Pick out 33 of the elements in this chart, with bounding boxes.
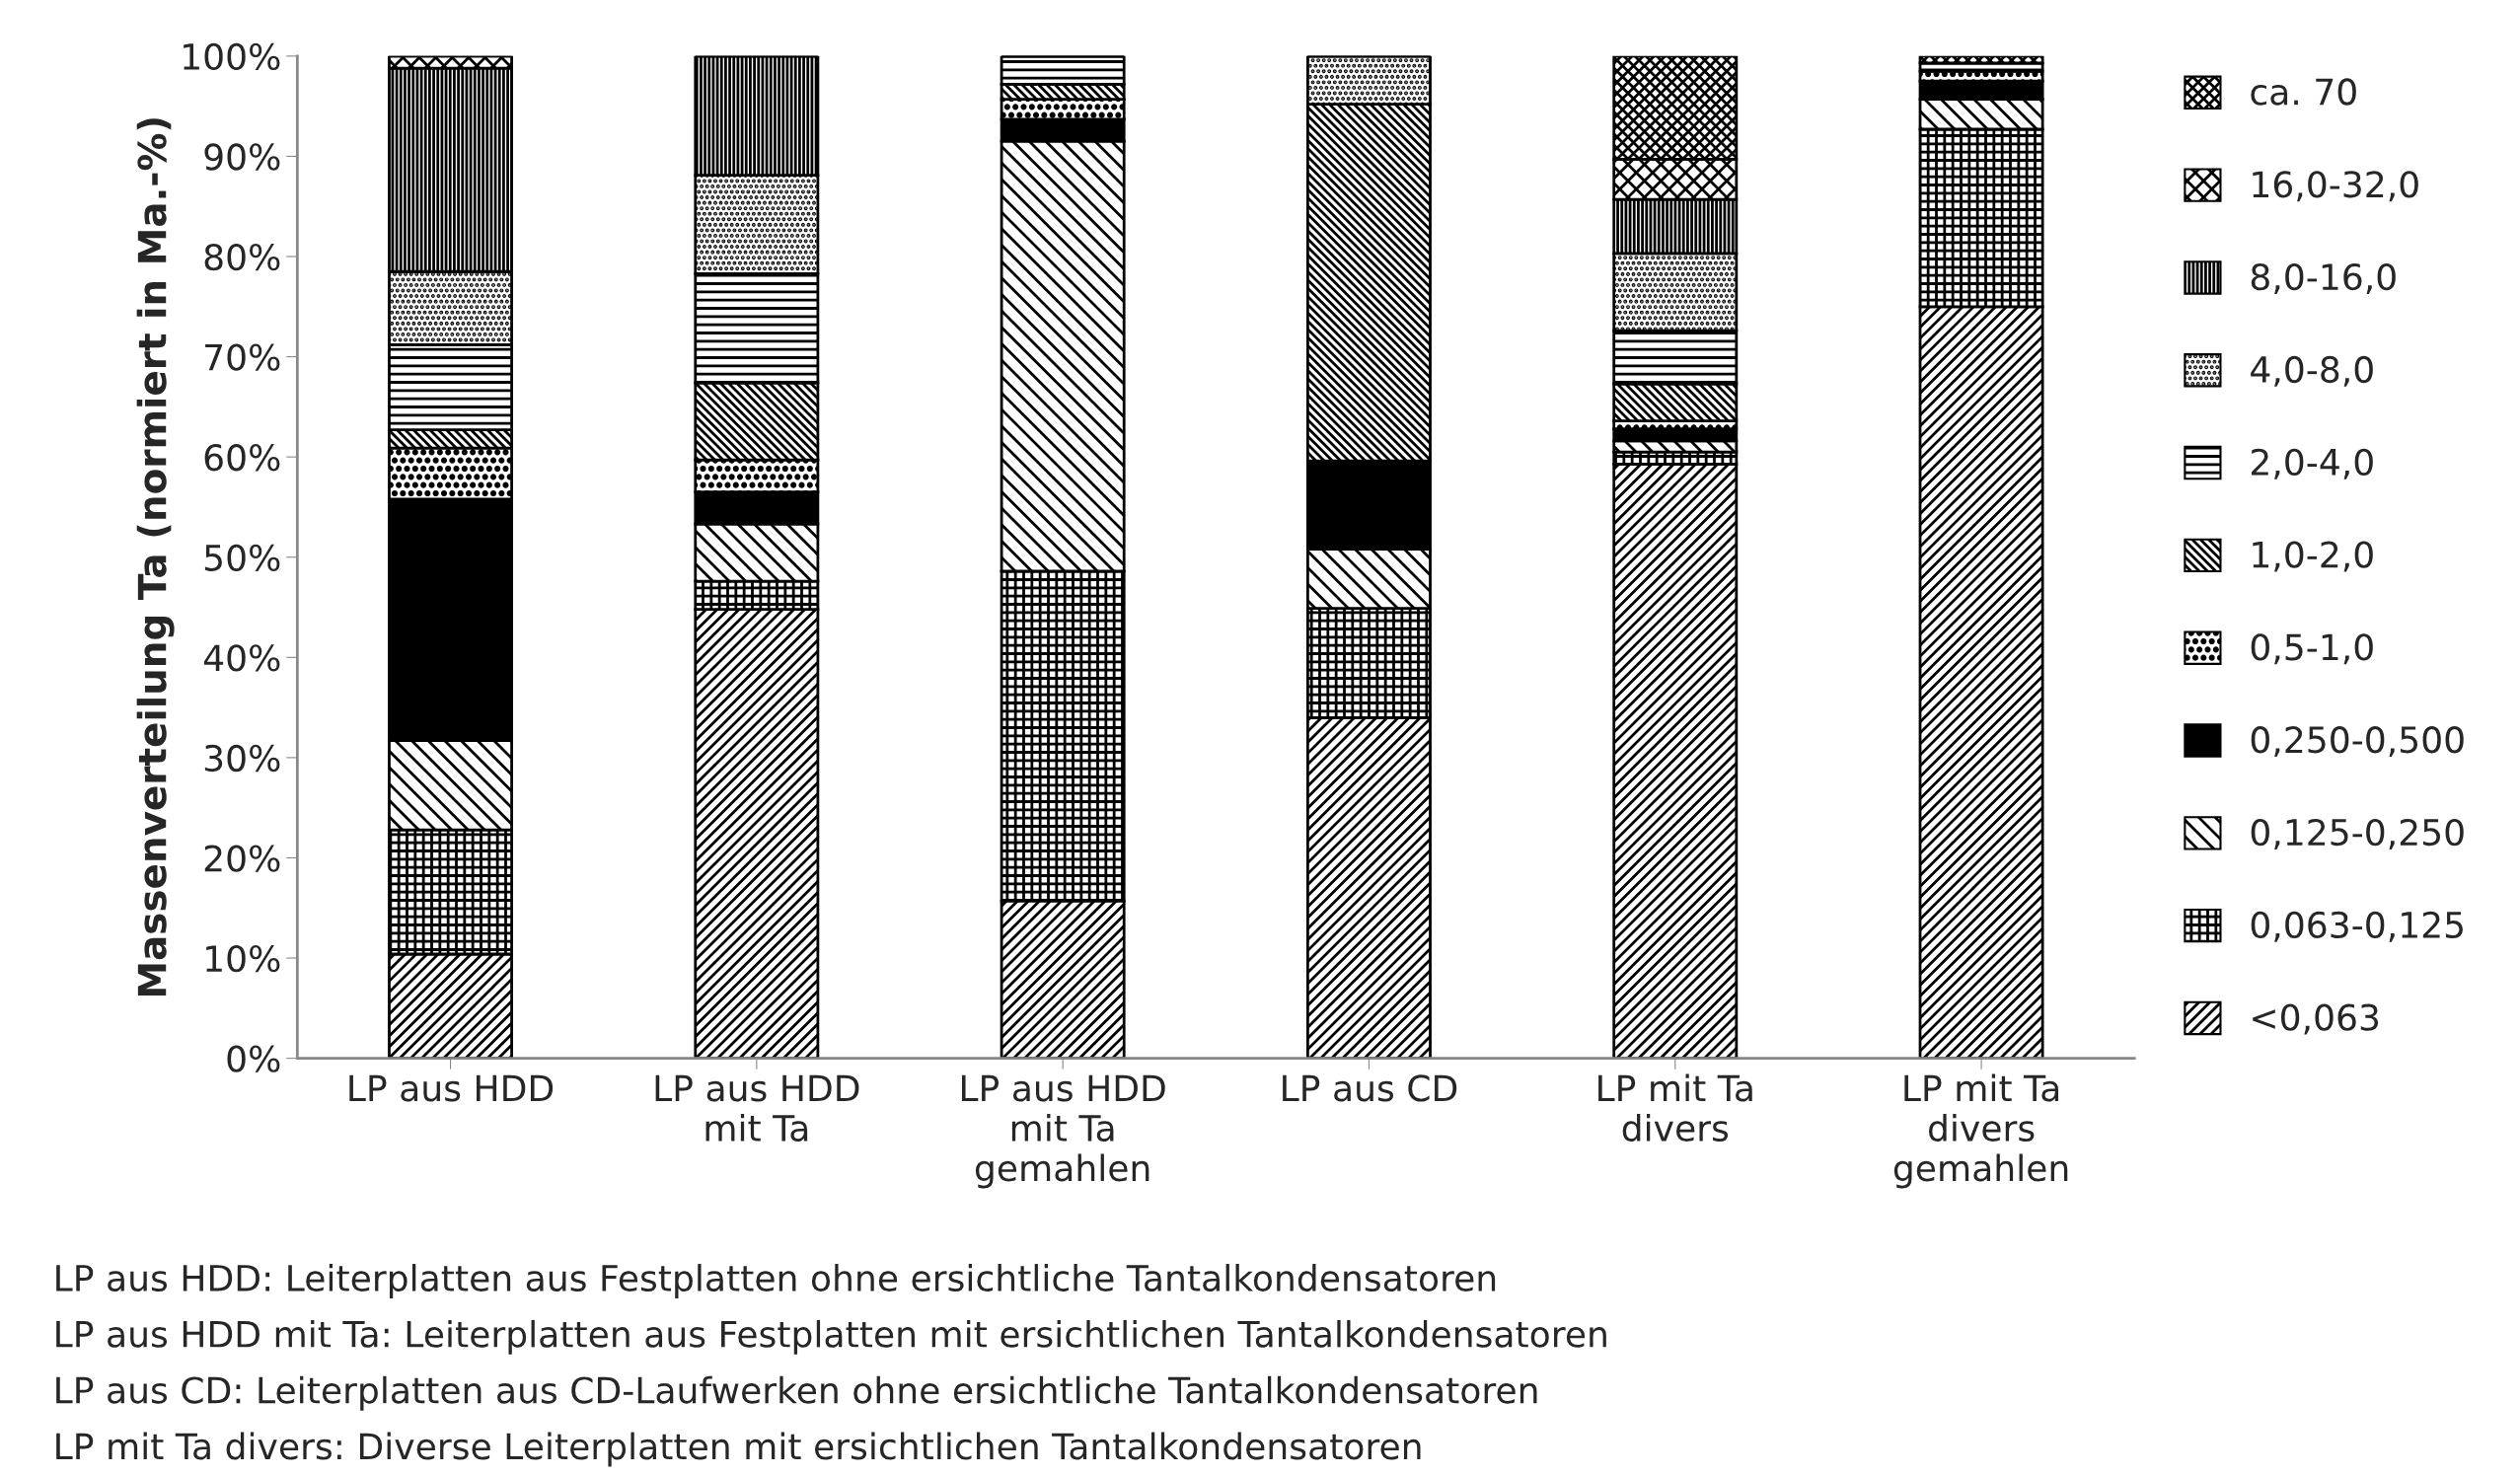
legend-label: 0,250-0,500 <box>2251 726 2464 758</box>
y-axis-title: Massenverteilung Ta (normiert in Ma.-%) <box>136 118 175 996</box>
x-tick-label: LP aus HDD <box>349 1074 554 1102</box>
y-tick-label: 80% <box>204 243 280 271</box>
y-tick-label: 10% <box>206 944 280 973</box>
x-tick-label: LP aus CD <box>1283 1074 1457 1102</box>
legend-label: <0,063 <box>2253 1003 2379 1035</box>
legend-label: 0,5-1,0 <box>2251 633 2373 665</box>
text: LP aus HDD mit Ta: Leiterplatten aus Festplatten mit ersichtlichen Tantalkondensatoren <box>56 1319 1606 1355</box>
text: LP mit Ta divers: Diverse Leiterplatten mit ersichtlichen Tantalkondensatoren <box>56 1432 1421 1467</box>
y-tick-label: 0% <box>227 1045 280 1072</box>
legend-label: ca. 70 <box>2251 78 2356 106</box>
x-tick-label: LP mit Ta divers <box>1598 1073 1752 1142</box>
x-tick-label: LP mit Ta divers gemahlen <box>1893 1073 2068 1189</box>
y-tick-label: 100% <box>184 42 280 71</box>
y-tick-label: 60% <box>204 444 280 472</box>
y-tick-label: 70% <box>205 343 280 371</box>
legend-label: 0,063-0,125 <box>2251 911 2463 942</box>
text: LP aus CD: Leiterplatten aus CD-Laufwerken ohne ersichtliche Tantalkondensatoren <box>56 1375 1537 1411</box>
x-tick-label: LP aus HDD mit Ta gemahlen <box>961 1074 1165 1189</box>
y-tick-label: 40% <box>203 644 280 672</box>
y-tick-label: 20% <box>204 845 280 872</box>
y-tick-label: 90% <box>204 143 280 171</box>
y-tick-label: 30% <box>204 744 280 773</box>
legend-label: 4,0-8,0 <box>2251 355 2373 387</box>
legend-label: 1,0-2,0 <box>2253 541 2373 572</box>
text: LP aus HDD: Leiterplatten aus Festplatten ohne ersichtliche Tantalkondensatoren <box>56 1264 1496 1298</box>
x-tick-label: LP aus HDD mit Ta <box>655 1074 859 1142</box>
legend-label: 16,0-32,0 <box>2253 171 2418 202</box>
legend-label: 2,0-4,0 <box>2252 448 2373 480</box>
legend-label: 0,125-0,250 <box>2251 818 2464 849</box>
y-tick-label: 50% <box>204 544 280 571</box>
legend-label: 8,0-16,0 <box>2251 263 2396 294</box>
